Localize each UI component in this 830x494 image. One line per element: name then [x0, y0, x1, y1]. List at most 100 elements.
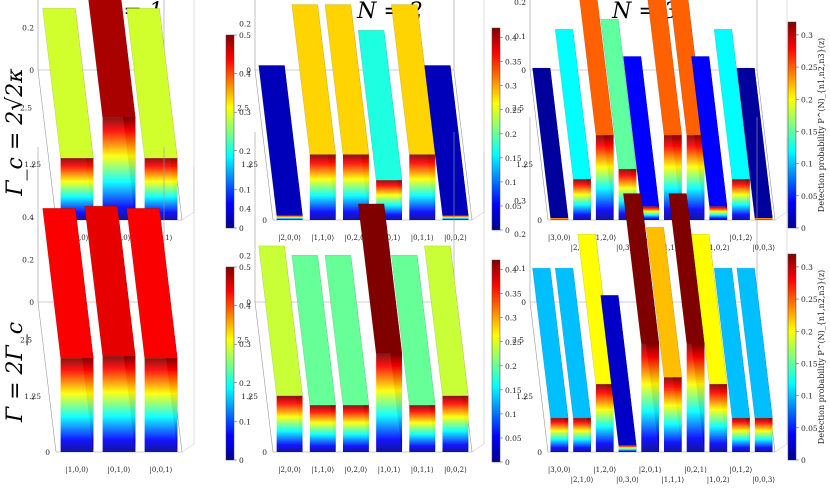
bar	[291, 4, 336, 220]
colorbar-tick-label: 0.35	[505, 58, 522, 67]
colorbar-tick-label: 0.35	[505, 290, 522, 299]
colorbar	[491, 259, 501, 463]
colorbar-tick-label: 0.1	[239, 185, 251, 194]
category-label: |0,1,1⟩	[411, 466, 434, 474]
colorbar	[787, 21, 797, 229]
category-label: |1,0,2⟩	[707, 476, 730, 484]
bar-front	[732, 179, 750, 220]
category-label: |0,1,0⟩	[108, 466, 131, 474]
bar-top	[258, 65, 303, 216]
z-tick-label: 0	[262, 216, 267, 225]
bar	[126, 208, 178, 452]
category-label: |1,1,0⟩	[311, 466, 334, 474]
colorbar-tick-label: 0.05	[801, 192, 818, 201]
side-frame	[774, 137, 788, 453]
bar	[532, 267, 569, 452]
category-label: |1,0,0⟩	[66, 466, 89, 474]
bar-front	[276, 395, 303, 452]
bar-front	[618, 445, 637, 452]
bar	[554, 267, 592, 452]
bar-front	[550, 218, 569, 220]
y-tick-label: 0	[246, 66, 251, 75]
y-tick-label: 0.2	[22, 23, 34, 32]
bar	[42, 208, 94, 452]
bar-front	[60, 358, 94, 452]
category-label: |1,1,0⟩	[311, 234, 334, 242]
y-tick-label: 0.2	[239, 19, 251, 28]
z-tick-label: 1.25	[241, 392, 258, 401]
bar-front	[686, 343, 705, 452]
colorbar-tick-label: 0.1	[505, 178, 517, 187]
bar-top	[713, 267, 751, 419]
category-label: |1,2,0⟩	[593, 466, 616, 474]
y-tick-label: 0	[29, 66, 34, 75]
bar-top	[670, 0, 705, 136]
colorbar-tick-label: 0.1	[239, 417, 251, 426]
colorbar	[491, 27, 501, 231]
bar-front	[595, 384, 614, 452]
category-label: |0,0,3⟩	[752, 476, 775, 484]
bar-front	[550, 418, 569, 452]
colorbar-tick-label: 0.5	[239, 263, 251, 272]
bar-top	[579, 0, 614, 136]
colorbar-tick-label: 0.25	[801, 295, 818, 304]
colorbar-tick-label: 0.4	[239, 302, 251, 311]
colorbar-tick-label: 0.5	[239, 31, 251, 40]
z-tick-label: 1.25	[241, 160, 258, 169]
category-label: |0,2,0⟩	[344, 234, 367, 242]
panel-top-right: 00.10.20.301.252.5z|3,0,0⟩|2,1,0⟩|1,2,0⟩…	[512, 0, 826, 252]
bar-front	[276, 215, 303, 220]
bar-front	[754, 418, 773, 452]
bar	[645, 227, 682, 452]
bar-front	[409, 154, 436, 220]
bar-front	[573, 179, 591, 220]
z-tick-label: 1.25	[24, 392, 41, 401]
bar	[88, 0, 136, 220]
bar	[391, 4, 436, 220]
bar-front	[409, 405, 436, 452]
panel-top-left: 00.20.401.252.5z|1,0,0⟩|0,1,0⟩|0,0,1⟩00.…	[20, 0, 251, 242]
bar	[258, 65, 303, 220]
colorbar-tick-label: 0.2	[801, 95, 813, 104]
bar-front	[442, 395, 469, 452]
bar-front	[102, 356, 136, 452]
bar-front	[754, 218, 773, 220]
y-tick-label: 0	[29, 298, 34, 307]
bar	[579, 0, 614, 220]
colorbar	[787, 253, 797, 461]
bar	[357, 203, 403, 452]
row-title-2: Γ = 2Γ_c	[3, 322, 28, 423]
colorbar-tick-label: 0.15	[801, 359, 818, 368]
category-label: |2,0,1⟩	[639, 466, 662, 474]
y-tick-label: 0.3	[514, 196, 526, 205]
category-label: |1,0,1⟩	[378, 466, 401, 474]
colorbar-tick-label: 0.3	[505, 82, 517, 91]
bar	[424, 245, 469, 452]
bar-top	[691, 56, 728, 207]
bar-top	[42, 208, 94, 359]
z-axis-label: z	[247, 161, 252, 170]
side-frame	[774, 0, 788, 221]
bar-top	[84, 205, 136, 357]
category-label: |0,2,1⟩	[684, 466, 707, 474]
colorbar-tick-label: 0.2	[801, 327, 813, 336]
category-label: |0,0,2⟩	[444, 234, 467, 242]
colorbar-tick-label: 0.2	[239, 147, 251, 156]
panel-bottom-right: 00.10.20.301.252.5z|3,0,0⟩|2,1,0⟩|1,2,0⟩…	[512, 117, 826, 484]
bar-front	[102, 117, 136, 220]
y-tick-label: 0.1	[514, 32, 526, 41]
bar	[600, 295, 637, 452]
y-tick-label: 0.4	[239, 205, 251, 214]
bar	[391, 255, 436, 452]
bar	[691, 233, 728, 452]
colorbar-tick-label: 0	[801, 456, 806, 465]
side-frame	[471, 0, 485, 221]
bar-top	[42, 7, 94, 159]
bar-front	[309, 154, 336, 220]
category-label: |0,3,0⟩	[616, 244, 639, 252]
z-axis-label: z	[522, 161, 527, 170]
bar-front	[663, 377, 682, 452]
category-label: |2,0,0⟩	[278, 234, 301, 242]
z-tick-label: 2.5	[512, 104, 524, 113]
